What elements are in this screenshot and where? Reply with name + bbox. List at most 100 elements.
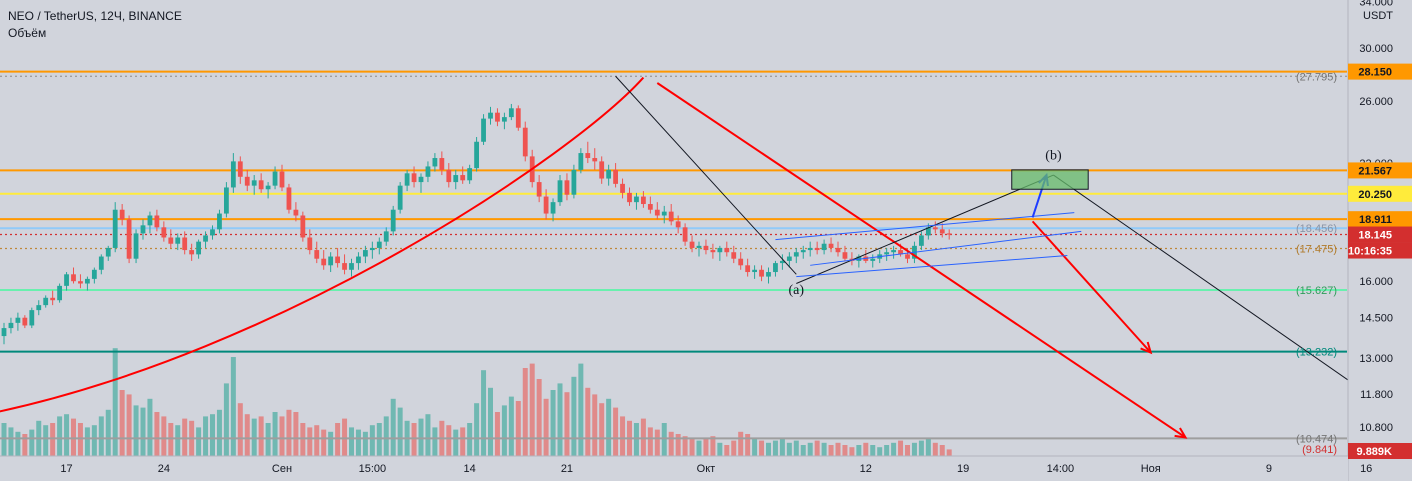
- candle-body: [439, 158, 445, 170]
- candle-body: [147, 215, 153, 226]
- price-level-label: 21.567: [1358, 165, 1392, 177]
- candle-body: [265, 185, 271, 190]
- volume-bar: [349, 427, 354, 456]
- volume-bar: [738, 431, 744, 456]
- time-tick-label: 24: [158, 463, 170, 475]
- candle-body: [932, 227, 938, 230]
- volume-bar: [328, 431, 334, 456]
- volume-bar: [50, 423, 56, 456]
- clipped-level-label: (9.841): [1302, 444, 1337, 456]
- volume-bar: [661, 423, 667, 456]
- candle-body: [383, 231, 389, 242]
- volume-bar: [1, 423, 7, 456]
- volume-bar: [675, 434, 681, 456]
- volume-bar: [64, 414, 70, 456]
- time-axis-bg: [0, 456, 1348, 481]
- candle-body: [515, 108, 521, 128]
- volume-bar: [112, 348, 118, 456]
- volume-bar: [911, 442, 917, 456]
- volume-bar: [877, 447, 883, 456]
- time-tick-label: Окт: [697, 463, 716, 475]
- volume-bar: [119, 390, 125, 456]
- candle-body: [689, 241, 695, 248]
- volume-bar: [543, 398, 549, 456]
- candle-body: [203, 235, 208, 242]
- time-tick-label: 15:00: [359, 463, 387, 475]
- candle-body: [453, 175, 459, 183]
- volume-bar: [203, 416, 209, 456]
- volume-bar: [905, 445, 910, 456]
- volume-value-label: 9.889K: [1357, 446, 1393, 458]
- volume-bar: [71, 418, 76, 456]
- candle-body: [29, 310, 35, 326]
- channel-line: [810, 230, 1082, 266]
- candle-body: [217, 213, 222, 230]
- candle-body: [474, 141, 479, 169]
- volume-bar: [133, 405, 139, 456]
- candle-body: [634, 196, 639, 203]
- volume-bar: [22, 434, 28, 456]
- volume-bar: [223, 383, 229, 456]
- volume-bar: [522, 368, 528, 456]
- volume-bar: [376, 423, 382, 456]
- candle-body: [314, 250, 320, 259]
- price-tick-label: 34.000: [1359, 0, 1393, 9]
- candle-body: [237, 161, 243, 177]
- candle-body: [856, 256, 862, 261]
- candle-body: [682, 227, 688, 242]
- volume-value-bg: [1348, 443, 1412, 459]
- volume-bar: [703, 438, 709, 456]
- candle-body: [647, 204, 653, 210]
- price-axis[interactable]: 34.00030.00026.00022.00016.00014.50013.0…: [1296, 0, 1412, 481]
- candle-body: [481, 118, 486, 142]
- volume-bar: [397, 407, 403, 456]
- candle-body: [286, 187, 292, 210]
- price-level-label: (10.474): [1296, 433, 1337, 445]
- volume-bar: [265, 423, 271, 456]
- candle-body: [724, 247, 730, 253]
- volume-indicator-label[interactable]: Объём: [8, 26, 47, 40]
- candle-body: [536, 182, 542, 197]
- volume-bar: [481, 370, 487, 456]
- volume-bar: [286, 409, 292, 456]
- candle-body: [293, 209, 299, 216]
- red-arrow-head: [1140, 341, 1153, 355]
- candle-body: [641, 196, 646, 205]
- candle-body: [230, 161, 236, 188]
- volume-bar: [300, 423, 306, 456]
- candle-body: [175, 237, 181, 244]
- volume-bar: [29, 429, 35, 456]
- countdown-label: 10:16:35: [1348, 246, 1392, 258]
- candle-body: [300, 215, 306, 238]
- candle-body: [884, 252, 890, 255]
- chart-legend: NEO / TetherUS, 12Ч, BINANCE Объём: [8, 8, 182, 42]
- symbol-title[interactable]: NEO / TetherUS, 12Ч, BINANCE: [8, 9, 182, 23]
- candle-body: [43, 297, 49, 306]
- candle-body: [842, 252, 848, 259]
- trend-line: [796, 174, 1054, 284]
- red-curve: [0, 76, 645, 413]
- volume-bar: [682, 436, 688, 456]
- candle-body: [759, 269, 764, 277]
- volume-bar: [752, 438, 758, 456]
- candle-body: [675, 221, 681, 228]
- volume-bar: [710, 436, 716, 456]
- candle-body: [432, 158, 438, 167]
- volume-bar: [293, 412, 299, 456]
- volume-bar: [891, 442, 897, 456]
- candle-body: [766, 272, 771, 277]
- volume-bar: [335, 423, 341, 456]
- candle-body: [446, 169, 452, 183]
- price-level-label: 18.911: [1359, 214, 1392, 226]
- candle-body: [564, 180, 570, 195]
- candle-body: [182, 237, 188, 251]
- candle-body: [15, 317, 21, 323]
- volume-bar: [620, 416, 626, 456]
- candle-body: [592, 158, 598, 162]
- volume-bar: [856, 445, 862, 456]
- time-tick-label: Сен: [272, 463, 292, 475]
- volume-bar: [210, 414, 215, 456]
- candle-body: [279, 171, 285, 188]
